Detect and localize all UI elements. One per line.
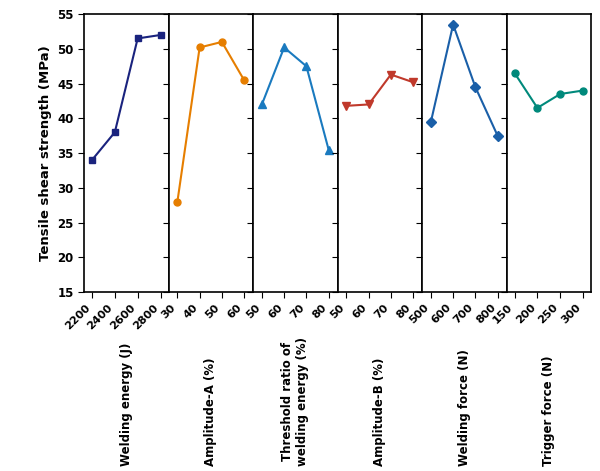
Text: Welding force (N): Welding force (N): [458, 349, 471, 466]
Text: Amplitude-B (%): Amplitude-B (%): [373, 358, 386, 466]
Text: Threshold ratio of
welding energy (%): Threshold ratio of welding energy (%): [281, 337, 309, 466]
Text: Welding energy (J): Welding energy (J): [120, 343, 133, 466]
Y-axis label: Tensile shear strength (MPa): Tensile shear strength (MPa): [38, 45, 52, 261]
Text: Trigger force (N): Trigger force (N): [542, 356, 555, 466]
Text: Amplitude-A (%): Amplitude-A (%): [204, 358, 217, 466]
